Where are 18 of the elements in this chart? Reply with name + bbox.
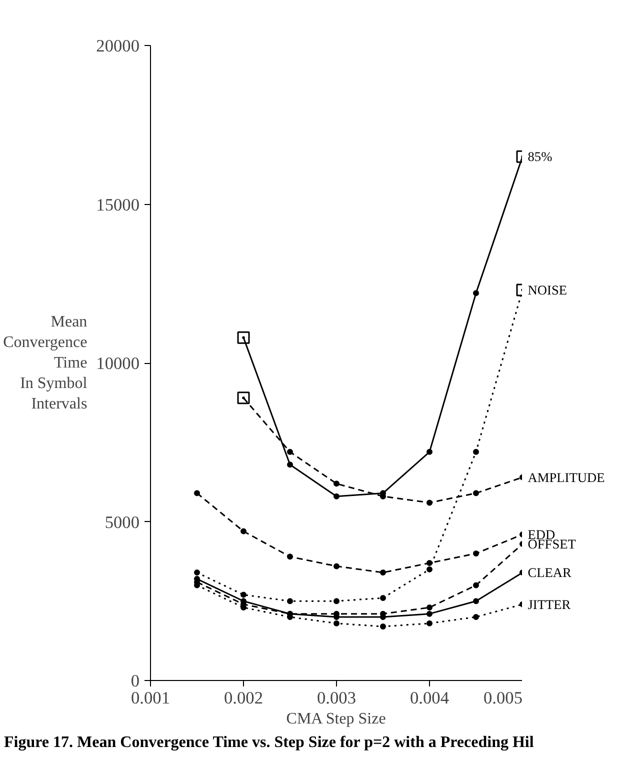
y-tick-label: 10000: [96, 354, 140, 373]
y-tick-label: 20000: [96, 36, 140, 56]
x-tick-label: 0.003: [317, 688, 356, 708]
y-axis-title: Mean Convergence Time In Symbol Intervals: [3, 314, 88, 412]
y-tick-label: 0: [130, 672, 140, 690]
series-label: 85%: [528, 149, 552, 164]
series-label: JITTER: [528, 596, 571, 612]
caption: Figure 17. Mean Convergence Time vs. Step Size for p=2 with a Preceding Hil: [4, 733, 534, 753]
series-label: CLEAR: [528, 565, 572, 580]
x-tick-label: 0.002: [224, 688, 264, 708]
x-axis-title: CMA Step Size: [286, 710, 386, 728]
x-tick-label: 0.005: [484, 688, 523, 708]
series-label: AMPLITUDE: [528, 470, 605, 485]
x-tick-label: 0.001: [131, 688, 170, 708]
x-tick-label: 0.004: [410, 688, 450, 708]
y-tick-label: 5000: [104, 512, 140, 532]
series-label: NOISE: [528, 282, 567, 298]
y-tick-label: 15000: [96, 195, 140, 214]
